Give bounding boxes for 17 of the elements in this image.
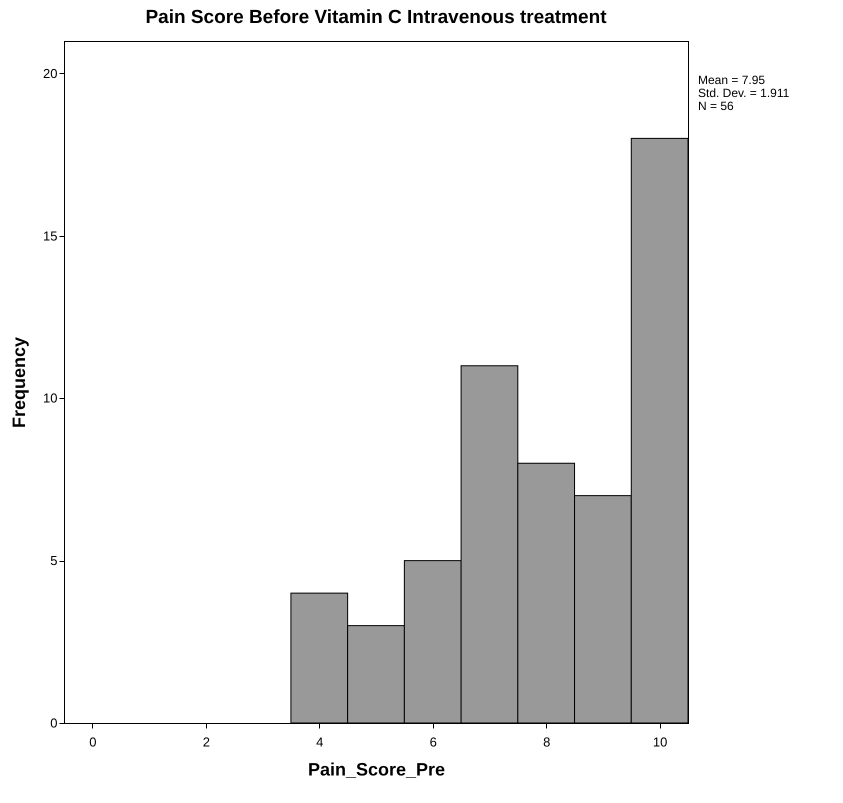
- x-tick-label: 0: [89, 734, 96, 750]
- y-tick-label: 20: [43, 66, 58, 81]
- y-tick-label: 10: [43, 390, 58, 406]
- text: Mean = 7.95: [698, 73, 766, 87]
- chart-title: Pain Score Before Vitamin C Intravenous treatment: [145, 7, 608, 28]
- x-tick-label: 8: [543, 734, 550, 750]
- y-tick-label: 5: [50, 553, 58, 568]
- y-tick-label: 15: [43, 228, 58, 244]
- y-tick-label: 0: [50, 716, 58, 730]
- text: Std. Dev. = 1.911: [698, 86, 790, 100]
- x-tick-label: 6: [430, 734, 437, 750]
- x-tick-label: 4: [316, 734, 324, 750]
- x-tick-label: 2: [202, 734, 210, 750]
- x-axis-title: Pain_Score_Pre: [308, 760, 446, 780]
- x-tick-label: 10: [652, 734, 668, 750]
- text: N = 56: [698, 99, 734, 113]
- y-axis-title: Frequency: [9, 336, 30, 428]
